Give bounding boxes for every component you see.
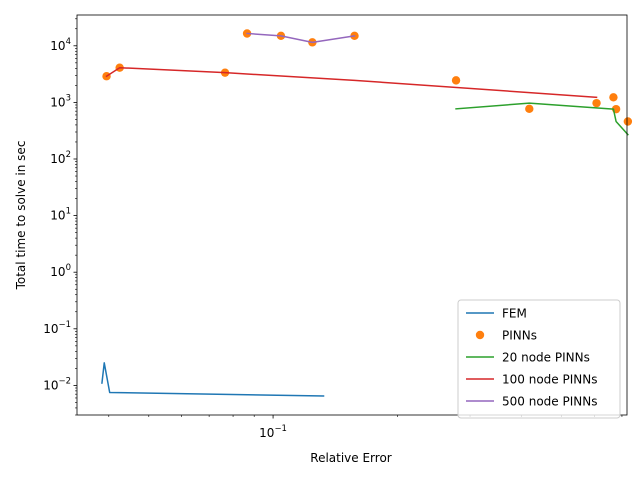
legend: FEM PINNs 20 node PINNs 100 node PINNs 500 n… [457, 299, 621, 419]
series-layer [101, 32, 629, 397]
legend-box [457, 299, 621, 419]
y-axis-label: Total time to solve in sec [14, 141, 28, 291]
legend-label-20-node-pinns: 20 node PINNs [502, 351, 590, 365]
series-line-fem [101, 362, 325, 397]
data-point-pinns [623, 117, 633, 126]
y-tick-label: 100 [50, 263, 71, 279]
y-tick-label: 103 [50, 93, 71, 109]
y-tick-label: 101 [50, 207, 71, 223]
plot-frame [76, 14, 628, 416]
legend-label-500-node-pinns: 500 node PINNs [502, 395, 597, 409]
data-point-pinns [525, 104, 534, 114]
data-point-pinns [451, 76, 461, 85]
legend-label-fem: FEM [502, 307, 527, 321]
y-tick-label: 102 [50, 150, 71, 166]
x-axis-label: Relative Error [310, 451, 392, 465]
data-point-pinns [592, 98, 601, 108]
legend-label-100-node-pinns: 100 node PINNs [502, 373, 597, 387]
y-tick-label: 10−1 [43, 320, 71, 336]
y-tick-label: 10−2 [43, 376, 71, 392]
series-line-500-node-pinns [246, 32, 356, 44]
series-line-100-node-pinns [105, 66, 598, 99]
legend-label-pinns: PINNs [502, 329, 537, 343]
data-point-pinns [609, 93, 618, 102]
x-tick-label: 10−1 [259, 424, 287, 440]
tick-layer: 10−1 10−2 10−1 100 101 102 103 104 [43, 18, 623, 440]
y-tick-label: 104 [50, 37, 71, 53]
series-line-20-node-pinns [455, 102, 629, 136]
legend-swatch-pinns [475, 330, 485, 340]
legend-entries: FEM PINNs 20 node PINNs 100 node PINNs 500 n… [466, 307, 597, 409]
